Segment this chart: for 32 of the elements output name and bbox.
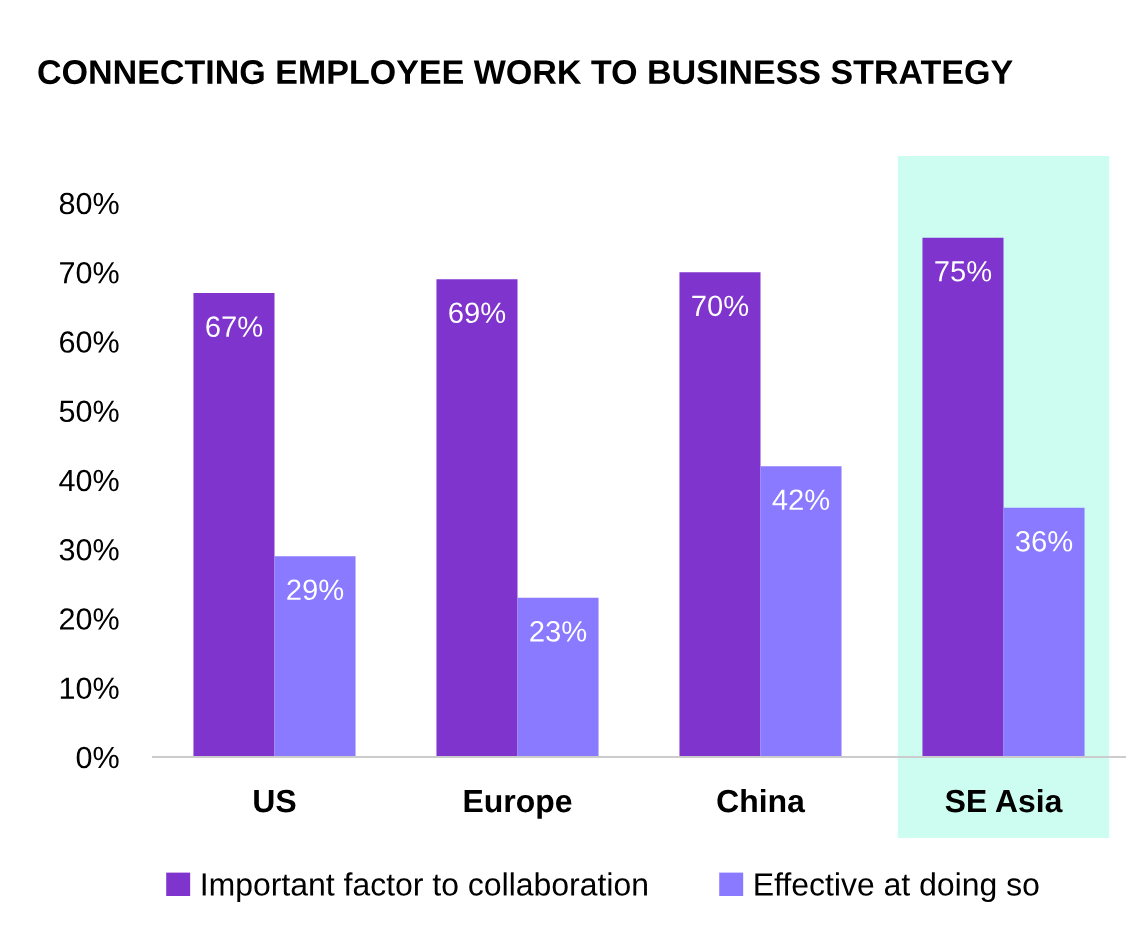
bar — [760, 466, 842, 757]
y-tick-label: 0% — [76, 746, 119, 769]
data-label: 29% — [287, 579, 344, 601]
bar — [517, 597, 599, 757]
y-tick-label: 20% — [60, 608, 119, 630]
y-tick-label: 80% — [59, 192, 119, 215]
y-tick-label: 70% — [60, 261, 119, 284]
data-label: 75% — [935, 261, 992, 282]
chart-title: CONNECTING EMPLOYEE WORK TO BUSINESS STRATEGY — [38, 60, 1013, 85]
bar — [1003, 507, 1085, 757]
bar — [193, 293, 275, 757]
y-tick-label: 50% — [59, 400, 119, 423]
bar — [679, 272, 761, 757]
data-label: 23% — [530, 621, 587, 642]
data-label: 70% — [692, 295, 749, 317]
data-label: 69% — [449, 302, 506, 324]
bar — [274, 556, 356, 757]
legend-label: Important factor to collaboration — [202, 872, 647, 903]
y-tick-label: 30% — [59, 538, 119, 561]
x-tick-label: China — [717, 788, 806, 813]
y-tick-label: 40% — [59, 469, 119, 492]
x-tick-label: Europe — [464, 790, 572, 819]
bar — [922, 237, 1004, 757]
x-tick-label: US — [254, 789, 296, 813]
y-tick-label: 10% — [60, 677, 119, 700]
data-label: 67% — [206, 316, 263, 337]
y-tick-label: 60% — [60, 331, 119, 353]
x-tick-label: SE Asia — [945, 788, 1063, 813]
legend-label: Effective at doing so — [755, 872, 1039, 903]
data-label: 36% — [1015, 530, 1073, 552]
data-label: 42% — [772, 489, 830, 510]
bar — [436, 279, 518, 757]
